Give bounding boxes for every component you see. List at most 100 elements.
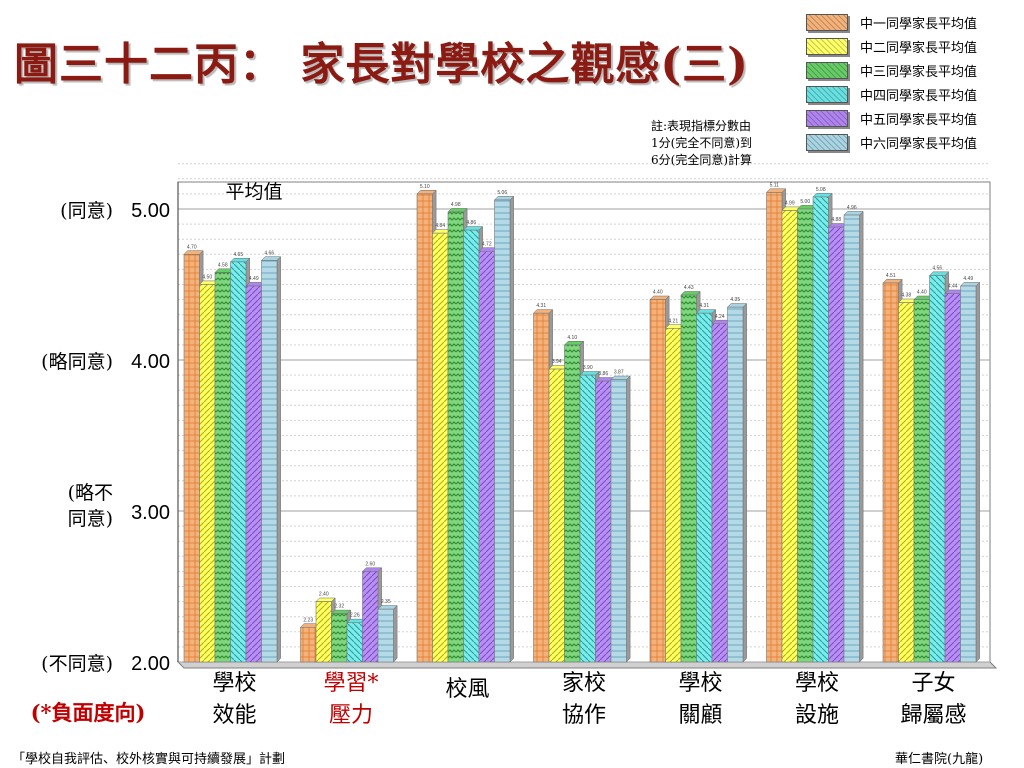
bars	[183, 188, 981, 663]
bar-top	[812, 193, 833, 198]
bar-top	[695, 309, 717, 314]
bar-top	[765, 188, 787, 193]
x-category-label: 學校	[795, 671, 839, 696]
bar-top	[315, 597, 336, 602]
y-tick-descriptor: 同意)	[68, 508, 113, 530]
y-tick-descriptor: (同意)	[60, 200, 113, 222]
footer-school: 華仁書院(九龍)	[895, 752, 984, 767]
bar-value-label: 4.35	[730, 297, 740, 303]
legend-swatch	[806, 13, 848, 31]
bar	[711, 323, 728, 663]
bar	[183, 254, 200, 663]
bar-value-label: 4.31	[536, 303, 546, 309]
bar-top	[563, 341, 585, 346]
bar	[595, 380, 612, 663]
legend-item: 中一同學家長平均值	[806, 10, 977, 34]
bar-value-label: 4.56	[932, 265, 942, 271]
bar	[579, 374, 596, 663]
bar	[362, 571, 379, 663]
bar-value-label: 4.88	[831, 217, 841, 223]
bar-top	[260, 256, 282, 261]
legend-item: 中六同學家長平均值	[806, 130, 977, 154]
bar	[300, 626, 317, 663]
bar-top	[843, 211, 864, 216]
bar-value-label: 4.58	[218, 262, 228, 268]
bar	[377, 608, 394, 663]
footer-project: 「學校自我評估、校外核實與可持續發展」計劃	[12, 752, 286, 767]
bar	[261, 260, 278, 663]
legend-swatch	[806, 85, 848, 103]
bar-value-label: 4.70	[187, 244, 197, 250]
bar	[214, 272, 231, 663]
x-category-label: 學校	[678, 671, 722, 696]
bar-value-label: 4.66	[264, 250, 274, 256]
legend-swatch	[806, 109, 848, 127]
negative-direction-note: (*負面度向)	[31, 700, 146, 725]
legend-label: 中一同學家長平均值	[860, 16, 978, 32]
note-line: 註:表現指標分數由	[651, 119, 752, 133]
y-axis-label: 平均值	[225, 181, 282, 203]
bar-value-label: 5.06	[497, 190, 507, 196]
bar-value-label: 4.44	[948, 284, 958, 290]
legend-item: 中二同學家長平均值	[806, 34, 977, 58]
bar	[533, 312, 550, 663]
bar-top	[579, 371, 600, 376]
x-category-label: 學習*	[323, 671, 378, 696]
bar-value-label: 4.21	[668, 318, 678, 324]
bar-value-label: 3.86	[598, 371, 608, 377]
x-category-label: 壓力	[329, 703, 373, 728]
bar-value-label: 5.00	[800, 199, 810, 205]
bar-side	[859, 210, 864, 663]
bar-side	[975, 281, 980, 663]
bar-value-label: 4.98	[451, 202, 461, 208]
bar	[315, 601, 332, 663]
bar	[828, 226, 845, 663]
bar-value-label: 4.50	[202, 275, 212, 281]
y-tick-descriptor: (不同意)	[41, 653, 113, 675]
y-tick-descriptor: (略不	[68, 482, 113, 504]
bar-value-label: 4.65	[233, 252, 243, 258]
bar-value-label: 2.26	[350, 613, 360, 619]
bar-value-label: 5.11	[770, 182, 780, 188]
bar	[944, 293, 961, 663]
x-category-label: 設施	[795, 703, 839, 728]
bar	[478, 250, 495, 663]
legend-swatch	[806, 37, 848, 55]
bar-value-label: 2.35	[381, 599, 391, 605]
chart-floor	[176, 661, 998, 669]
bar-top	[882, 279, 903, 284]
bar-side	[509, 195, 514, 663]
bar-value-label: 4.40	[917, 290, 927, 296]
bar-top	[680, 291, 701, 296]
bar-top	[493, 196, 515, 201]
y-tick-descriptor: (略同意)	[41, 351, 113, 373]
bar-value-label: 4.86	[466, 220, 476, 226]
bar	[564, 344, 581, 663]
bar-value-label: 4.24	[715, 314, 725, 320]
bar-value-label: 4.72	[482, 241, 492, 247]
bar-value-label: 4.51	[886, 273, 896, 279]
legend: 中一同學家長平均值 中二同學家長平均值 中三同學家長平均值 中四同學家長平均值 中五同學…	[806, 10, 977, 154]
bar-side	[626, 375, 631, 663]
bar-side	[276, 256, 281, 663]
bar-value-label: 2.23	[303, 617, 313, 623]
bar-value-label: 3.90	[583, 365, 593, 371]
bar-value-label: 4.40	[653, 290, 663, 296]
score-note: 註:表現指標分數由 1分(完全不同意)到 6分(完全同意)計算	[651, 118, 752, 169]
bar	[913, 299, 930, 663]
bar-top	[462, 226, 484, 231]
bar-value-label: 5.10	[420, 184, 430, 190]
bar	[665, 327, 682, 663]
y-tick-label: 4.00	[131, 351, 170, 373]
legend-item: 中三同學家長平均值	[806, 58, 977, 82]
bar	[432, 232, 449, 663]
legend-swatch	[806, 133, 848, 151]
bar	[882, 282, 899, 663]
bar	[331, 613, 348, 663]
legend-label: 中六同學家長平均值	[860, 136, 978, 152]
bar-top	[229, 258, 251, 263]
bar	[494, 199, 511, 663]
legend-label: 中三同學家長平均值	[860, 64, 978, 80]
bar-value-label: 2.32	[334, 604, 344, 610]
